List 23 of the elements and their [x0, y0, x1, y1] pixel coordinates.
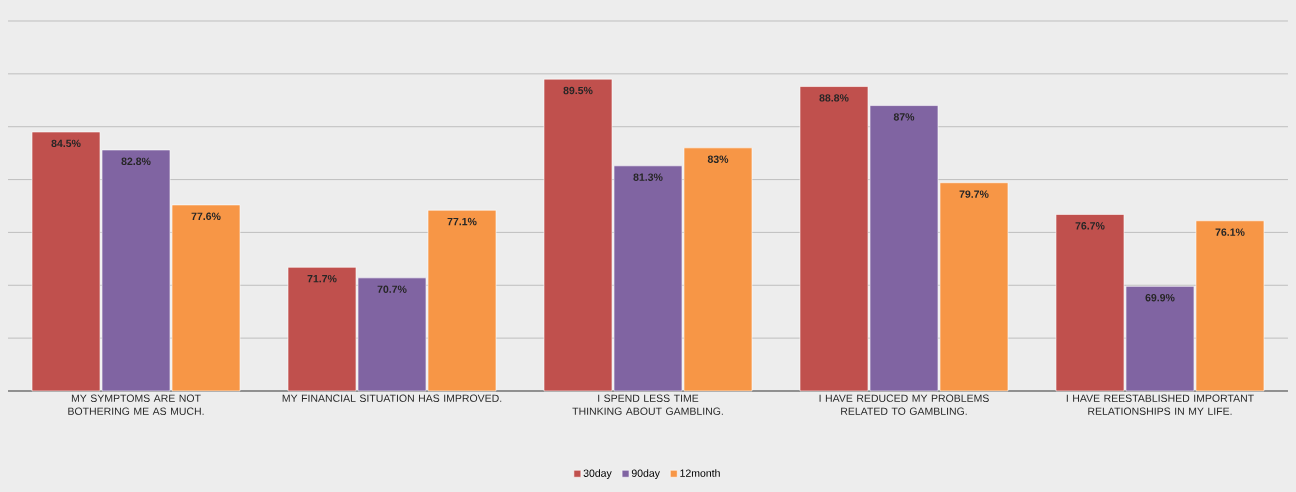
- data-label: 76.1%: [1215, 228, 1245, 236]
- legend-label: 90day: [631, 469, 660, 479]
- x-tick-label: I SPEND LESS TIME THINKING ABOUT GAMBLING.: [572, 394, 723, 415]
- data-label: 77.1%: [447, 217, 477, 226]
- x-tick-label: I HAVE REDUCED MY PROBLEMS RELATED TO GAMBLING.: [819, 394, 989, 415]
- data-label: 77.6%: [191, 212, 221, 221]
- data-label: 83%: [707, 155, 729, 163]
- legend-label: 30day: [583, 469, 612, 479]
- data-label: 70.7%: [377, 285, 407, 293]
- data-label: 84.5%: [51, 139, 81, 148]
- x-tick-label: MY FINANCIAL SITUATION HAS IMPROVED.: [282, 394, 502, 402]
- data-label: 87%: [893, 113, 915, 121]
- data-label: 69.9%: [1145, 293, 1175, 302]
- data-label: 79.7%: [959, 190, 989, 198]
- legend-label: 12month: [680, 469, 720, 477]
- data-label: 81.3%: [633, 173, 663, 181]
- data-label: 71.7%: [307, 274, 337, 283]
- x-tick-label: I HAVE REESTABLISHED IMPORTANT RELATIONSHIPS IN MY LIFE.: [1066, 394, 1254, 415]
- data-label: 89.5%: [563, 86, 593, 95]
- data-label: 88.8%: [819, 94, 849, 102]
- data-label: 82.8%: [121, 157, 151, 166]
- data-label: 76.7%: [1075, 222, 1105, 230]
- x-tick-label: MY SYMPTOMS ARE NOT BOTHERING ME AS MUCH.: [68, 394, 204, 415]
